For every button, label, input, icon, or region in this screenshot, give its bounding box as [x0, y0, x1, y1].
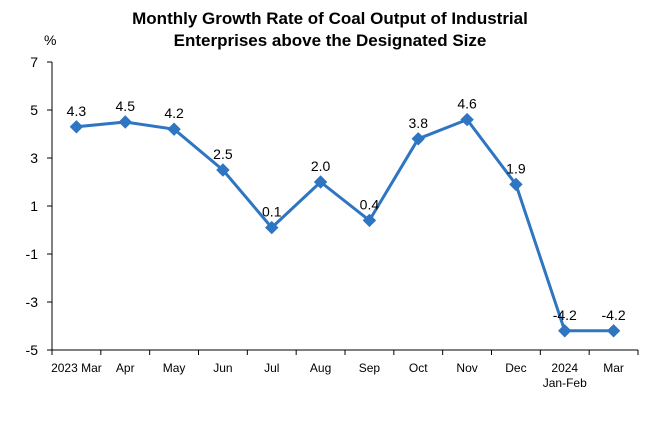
data-label: 3.8	[409, 115, 429, 131]
x-tick-label: Oct	[409, 361, 428, 375]
data-point-marker	[313, 175, 328, 189]
x-tick-label: Jul	[264, 361, 279, 375]
y-tick-label: 3	[30, 150, 38, 166]
x-tick-label: Sep	[359, 361, 381, 375]
x-tick-label: Aug	[310, 361, 331, 375]
data-label: -4.2	[602, 307, 626, 323]
x-tick-label: Mar	[603, 361, 624, 375]
data-point-marker	[362, 213, 377, 228]
x-tick-label: 2024	[551, 361, 578, 375]
chart-title-line-2: Enterprises above the Designated Size	[174, 31, 487, 50]
data-point-marker	[118, 115, 132, 129]
axes: 7 5 3 1 -1 -3 -5 2023 Mar Apr May Jun Jul Aug Sep Oct N…	[26, 54, 639, 390]
data-point-marker	[216, 163, 230, 177]
x-tick-label: Jan-Feb	[543, 376, 587, 390]
data-point-marker	[460, 112, 474, 127]
y-tick-label: 1	[30, 198, 38, 214]
data-label: 4.3	[67, 103, 87, 119]
data-label: 4.5	[116, 98, 136, 114]
data-point-marker	[558, 324, 572, 338]
x-tick-label: Dec	[505, 361, 526, 375]
data-label: 2.0	[311, 158, 331, 174]
y-tick-label: -5	[26, 342, 39, 358]
data-point-marker	[69, 120, 84, 134]
data-labels: 4.3 4.5 4.2 2.5 0.1 2.0 0.4 3.8 4.6 1.9 -4.2 -4.2	[67, 96, 626, 323]
y-tick-label: 5	[30, 102, 38, 118]
data-label: 4.2	[164, 105, 184, 121]
data-label: 0.1	[262, 204, 282, 220]
data-label: 2.5	[213, 146, 233, 162]
x-tick-label: Jun	[213, 361, 232, 375]
data-label: 0.4	[360, 196, 380, 212]
series-line-group	[69, 112, 621, 338]
chart-title-line-1: Monthly Growth Rate of Coal Output of In…	[132, 9, 528, 28]
data-point-marker	[167, 122, 181, 136]
data-label: 1.9	[506, 160, 526, 176]
data-point-marker	[411, 132, 425, 146]
y-tick-label: -3	[26, 294, 39, 310]
data-point-marker	[509, 177, 523, 192]
data-label: -4.2	[553, 307, 577, 323]
x-tick-label: Apr	[116, 361, 135, 375]
y-tick-label: 7	[30, 54, 38, 70]
data-label: 4.6	[457, 96, 477, 112]
y-tick-label: -1	[26, 246, 39, 262]
data-point-marker	[265, 220, 279, 235]
x-tick-label: May	[163, 361, 186, 375]
y-axis-unit: %	[44, 32, 56, 48]
x-tick-label: 2023 Mar	[51, 361, 102, 375]
series-line	[76, 118, 614, 333]
x-tick-label: Nov	[456, 361, 477, 375]
data-point-marker	[606, 324, 621, 338]
